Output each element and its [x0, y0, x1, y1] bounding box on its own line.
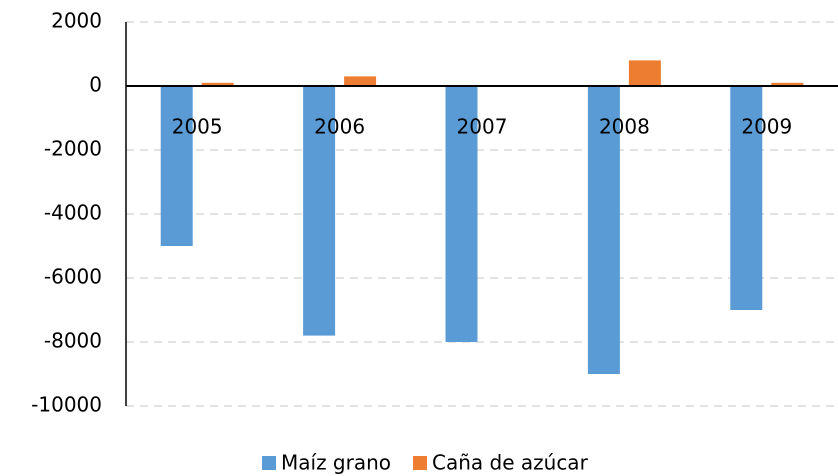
legend-swatch — [262, 456, 276, 470]
bar — [344, 76, 377, 86]
legend-label: Maíz grano — [281, 451, 391, 475]
legend-swatch — [413, 456, 428, 470]
bar — [201, 82, 234, 86]
bar — [445, 86, 478, 342]
x-tick-label: 2005 — [172, 115, 223, 139]
x-tick-label: 2008 — [599, 115, 650, 139]
x-tick-label: 2006 — [314, 115, 365, 139]
bar — [160, 86, 193, 246]
y-tick-label: 0 — [89, 73, 102, 97]
legend-label: Caña de azúcar — [432, 451, 589, 475]
y-tick-label: -10000 — [31, 393, 102, 417]
y-tick-label: -8000 — [44, 329, 102, 353]
bar — [628, 60, 661, 86]
bar — [303, 86, 336, 336]
x-tick-label: 2007 — [457, 115, 508, 139]
bar — [730, 86, 763, 310]
y-tick-label: -2000 — [44, 137, 102, 161]
x-tick-label: 2009 — [741, 115, 792, 139]
bar — [587, 86, 620, 374]
y-tick-label: 2000 — [51, 9, 102, 33]
y-tick-label: -6000 — [44, 265, 102, 289]
y-tick-label: -4000 — [44, 201, 102, 225]
bar — [771, 82, 804, 86]
